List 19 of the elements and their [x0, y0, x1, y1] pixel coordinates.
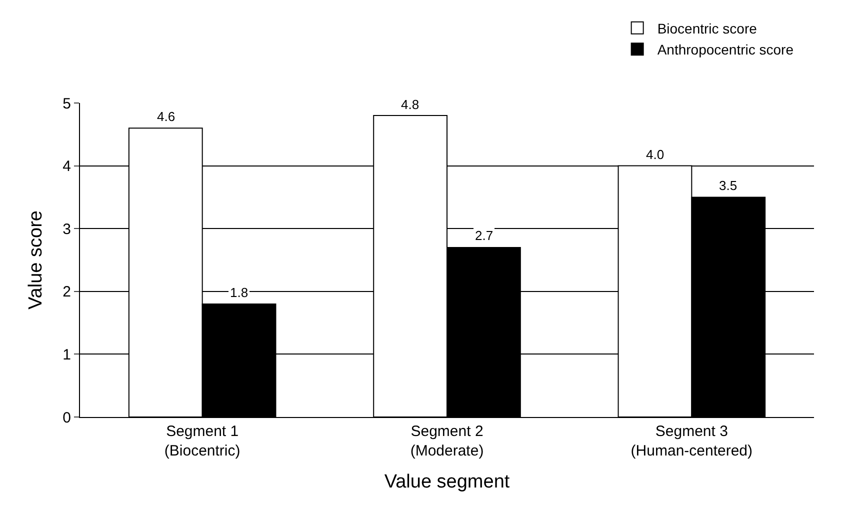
y-tick-label: 4 — [62, 158, 71, 176]
y-tick-label: 5 — [62, 95, 71, 112]
legend-label: Anthropocentric score — [657, 42, 794, 58]
y-tick-label: 3 — [62, 220, 71, 238]
y-tick-label: 2 — [62, 284, 71, 301]
y-tick-label: 0 — [62, 409, 71, 426]
data-label: 2.7 — [475, 228, 494, 243]
x-tick-label: Segment 2 (Moderate) — [410, 423, 484, 460]
x-tick-label: Segment 3 (Human-centered) — [630, 423, 753, 460]
x-axis-title: Value segment — [384, 471, 510, 492]
data-label: 4.0 — [646, 147, 664, 162]
data-label: 3.5 — [719, 178, 738, 193]
data-label: 4.8 — [401, 97, 420, 112]
data-label: 1.8 — [230, 285, 248, 300]
y-axis-title: Value score — [26, 210, 47, 310]
x-tick-label: Segment 1 (Biocentric) — [164, 423, 240, 460]
data-label: 4.6 — [157, 109, 176, 124]
y-tick-label: 1 — [62, 346, 71, 364]
legend-label: Biocentric score — [657, 20, 758, 36]
